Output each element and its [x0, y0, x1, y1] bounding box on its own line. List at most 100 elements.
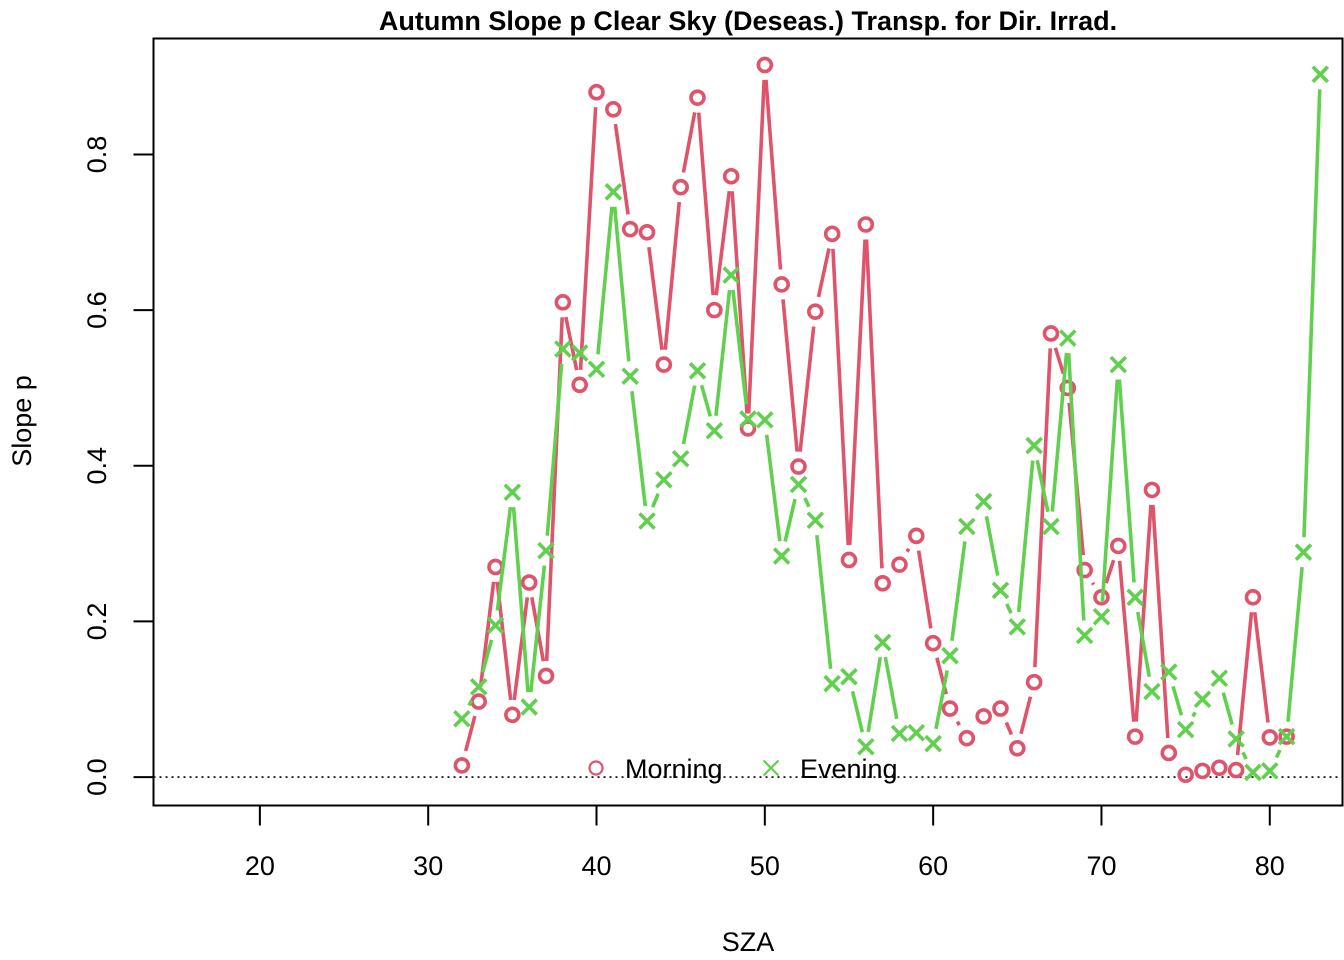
series-line-segment — [781, 299, 799, 452]
data-point-cross — [503, 483, 522, 502]
series-line-segment — [714, 190, 732, 296]
data-point-circle — [504, 706, 521, 724]
series-line-segment — [1050, 352, 1069, 512]
series-line-segment — [764, 434, 782, 542]
x-tick-label: 60 — [918, 851, 948, 881]
data-point-circle — [605, 101, 622, 118]
data-point-cross — [688, 362, 707, 380]
data-point-cross — [1160, 663, 1178, 681]
x-tick-label: 30 — [413, 851, 443, 881]
data-point-circle — [1076, 561, 1093, 579]
data-point-cross — [1277, 727, 1296, 746]
series-evening — [453, 65, 1330, 782]
legend-item-evening: Evening — [762, 754, 898, 784]
data-point-cross — [587, 360, 606, 379]
series-line-segment — [1066, 353, 1086, 621]
data-point-cross — [756, 411, 774, 429]
legend: Morning Evening — [588, 754, 898, 784]
legend-marker-cross — [762, 759, 780, 777]
x-tick-label: 50 — [750, 851, 780, 881]
data-point-cross — [1075, 626, 1094, 645]
data-point-cross — [655, 471, 673, 489]
series-line-segment — [764, 79, 783, 270]
data-point-cross — [486, 616, 505, 635]
series-line-segment — [950, 541, 967, 642]
series-line-segment — [905, 547, 911, 553]
data-point-cross — [1126, 588, 1144, 607]
data-point-cross — [1008, 618, 1027, 636]
data-point-circle — [1227, 761, 1245, 779]
series-line-segment — [1151, 504, 1170, 739]
data-point-cross — [1210, 669, 1229, 688]
data-point-circle — [1059, 379, 1077, 397]
data-point-circle — [908, 527, 925, 545]
data-point-cross — [1193, 690, 1212, 709]
series-line-segment — [1053, 347, 1066, 375]
data-point-cross — [1294, 543, 1313, 561]
series-line-segment — [495, 506, 513, 611]
data-point-circle — [1110, 537, 1127, 555]
series-line-segment — [467, 699, 474, 707]
data-point-cross — [974, 492, 993, 511]
data-point-circle — [975, 708, 992, 725]
data-point-cross — [907, 723, 926, 742]
legend-marker-circle — [588, 760, 604, 776]
data-point-cross — [1143, 682, 1161, 701]
data-point-cross — [671, 450, 690, 468]
data-point-cross — [604, 183, 623, 201]
data-point-circle — [1261, 729, 1279, 746]
data-point-circle — [655, 356, 673, 373]
series-line-segment — [512, 597, 530, 701]
series-group — [453, 56, 1330, 784]
data-point-circle — [958, 729, 976, 747]
series-line-segment — [1135, 611, 1152, 678]
series-morning — [453, 56, 1295, 784]
y-tick-label: 0.4 — [82, 447, 112, 485]
data-point-cross — [991, 581, 1010, 600]
series-line-segment — [511, 507, 530, 693]
data-point-circle — [537, 667, 555, 685]
data-point-circle — [554, 294, 572, 311]
series-line-segment — [612, 206, 631, 362]
data-point-cross — [1311, 65, 1330, 84]
data-point-circle — [1278, 728, 1295, 745]
data-point-cross — [722, 266, 740, 284]
data-point-cross — [789, 475, 808, 494]
series-line-segment — [798, 326, 816, 452]
data-point-circle — [773, 276, 790, 293]
series-line-segment — [1134, 504, 1153, 722]
y-axis-label: Slope p — [7, 375, 37, 467]
series-line-segment — [696, 112, 715, 296]
y-tick-label: 0.2 — [82, 603, 112, 641]
x-axis: 20 30 40 50 60 70 80 — [245, 804, 1285, 881]
series-line-segment — [545, 363, 564, 536]
data-point-circle — [1160, 744, 1178, 762]
legend-item-morning: Morning — [588, 754, 723, 784]
series-line-segment — [847, 239, 867, 546]
series-line-segment — [651, 492, 660, 508]
series-line-segment — [1104, 559, 1116, 584]
data-point-circle — [924, 634, 942, 652]
data-point-circle — [470, 693, 487, 710]
data-point-circle — [1126, 728, 1144, 745]
data-point-cross — [823, 674, 841, 693]
x-tick-label: 70 — [1086, 851, 1116, 881]
data-point-circle — [807, 303, 824, 320]
series-line-segment — [746, 79, 766, 414]
series-line-segment — [1117, 379, 1136, 583]
data-point-circle — [790, 458, 807, 475]
data-point-circle — [1009, 739, 1026, 757]
y-tick-label: 0.6 — [82, 291, 112, 329]
data-point-cross — [469, 678, 488, 696]
series-line-segment — [864, 239, 884, 569]
series-line-segment — [1100, 379, 1120, 602]
data-point-circle — [857, 216, 875, 233]
series-line-segment — [613, 123, 630, 215]
series-line-segment — [1035, 459, 1050, 513]
y-axis: 0.0 0.2 0.4 0.6 0.8 — [82, 136, 155, 796]
data-point-cross — [873, 633, 892, 652]
series-line-segment — [699, 384, 713, 417]
series-line-segment — [831, 248, 851, 546]
data-point-circle — [621, 220, 639, 238]
